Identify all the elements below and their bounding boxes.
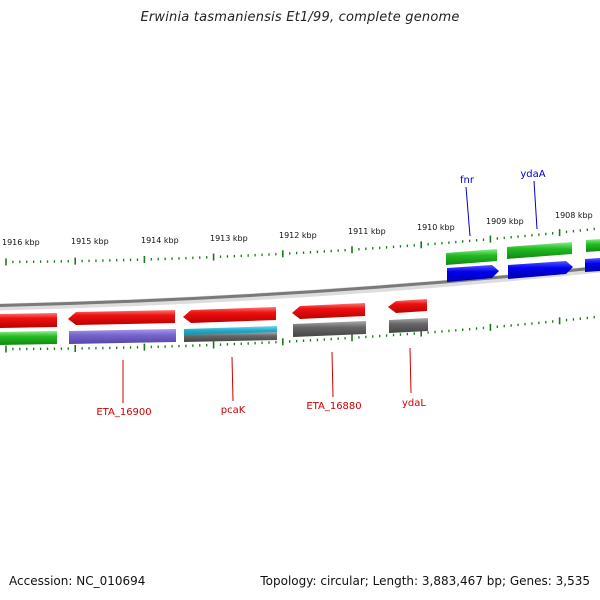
cds-feature-left-edge[interactable] [0, 313, 57, 328]
gene-label-leaders [122, 180, 538, 403]
ruler-label-1915: 1915 kbp [71, 237, 109, 246]
gene-label-ydaL[interactable]: ydaL [402, 398, 426, 409]
accession-text: Accession: NC_010694 [9, 574, 146, 588]
ruler-labels: 1916 kbp 1915 kbp 1914 kbp 1913 kbp 1912… [2, 211, 593, 247]
leader-pcaK [231, 356, 234, 402]
leader-ETA_16880 [331, 351, 334, 398]
gene-feature-edge-green[interactable] [586, 239, 600, 252]
ruler-label-1910: 1910 kbp [417, 223, 455, 232]
cds-feature-ydaA[interactable] [508, 261, 573, 279]
gene-feature-ydaL-grey[interactable] [389, 318, 428, 333]
gene-feature-ETA_16880-grey[interactable] [293, 321, 366, 337]
reverse-strand-features [0, 299, 428, 345]
gene-feature-left-edge-green[interactable] [0, 331, 57, 345]
ruler-ticks-bottom [5, 315, 595, 353]
gene-label-pcaK[interactable]: pcaK [221, 405, 246, 416]
gene-labels: fnr ydaA ETA_16900 pcaK ETA_16880 ydaL [96, 169, 545, 418]
ruler-label-1909: 1909 kbp [486, 217, 524, 226]
gene-feature-pcaK-grey[interactable] [184, 332, 277, 342]
forward-strand-features [446, 239, 600, 282]
cds-feature-edge[interactable] [585, 258, 600, 272]
ruler-label-1916: 1916 kbp [2, 238, 40, 247]
cds-feature-ETA_16900[interactable] [68, 310, 175, 325]
cds-feature-pcaK[interactable] [183, 307, 276, 323]
gene-feature-ydaA-green[interactable] [507, 242, 572, 259]
gene-feature-ETA_16900-purple[interactable] [69, 329, 176, 344]
cds-feature-ETA_16880[interactable] [292, 303, 365, 319]
ruler-label-1911: 1911 kbp [348, 227, 386, 236]
leader-ydaA [533, 180, 538, 230]
ruler-ticks-top [5, 227, 595, 266]
gene-label-fnr[interactable]: fnr [460, 175, 475, 186]
leader-fnr [465, 186, 471, 237]
genome-title: Erwinia tasmaniensis Et1/99, complete ge… [140, 10, 460, 25]
ruler-label-1912: 1912 kbp [279, 231, 317, 240]
gene-label-ETA_16900[interactable]: ETA_16900 [96, 407, 151, 418]
topology-text: Topology: circular; Length: 3,883,467 bp… [260, 574, 590, 588]
ruler-label-1908: 1908 kbp [555, 211, 593, 220]
ruler-label-1913: 1913 kbp [210, 234, 248, 243]
ruler-label-1914: 1914 kbp [141, 236, 179, 245]
leader-ydaL [409, 347, 412, 394]
gene-label-ydaA[interactable]: ydaA [520, 169, 545, 180]
cds-feature-fnr[interactable] [447, 265, 499, 282]
cds-feature-ydaL[interactable] [388, 299, 427, 313]
gene-feature-fnr-green[interactable] [446, 249, 497, 265]
gene-label-ETA_16880[interactable]: ETA_16880 [306, 401, 361, 412]
